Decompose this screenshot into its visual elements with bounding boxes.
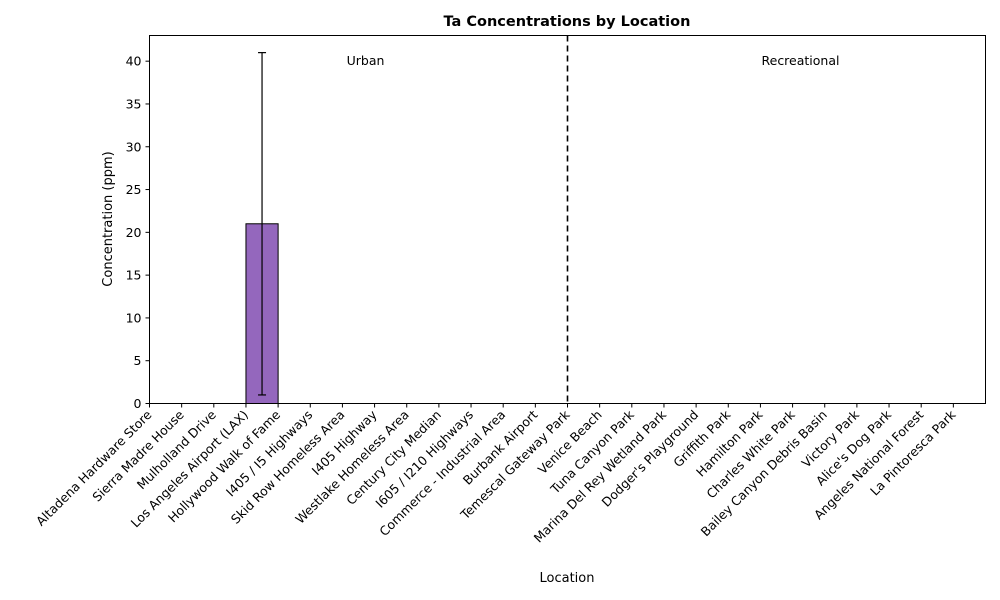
y-tick-label-5: 5 (134, 353, 142, 368)
annotation-urban: Urban (347, 53, 385, 68)
y-axis-label: Concentration (ppm) (101, 151, 116, 286)
y-tick-label-30: 30 (126, 139, 142, 154)
y-tick-label-25: 25 (126, 182, 142, 197)
annotation-recreational: Recreational (762, 53, 840, 68)
x-axis-label: Location (540, 571, 595, 586)
y-tick-label-40: 40 (126, 54, 142, 69)
plot-area: Urban Recreational0510152025303540Altaden… (33, 35, 986, 545)
chart-title: Ta Concentrations by Location (444, 14, 691, 30)
y-tick-label-10: 10 (126, 310, 142, 325)
y-tick-label-15: 15 (126, 268, 142, 283)
y-tick-label-0: 0 (134, 396, 142, 411)
y-tick-label-20: 20 (126, 225, 142, 240)
y-tick-label-35: 35 (126, 96, 142, 111)
